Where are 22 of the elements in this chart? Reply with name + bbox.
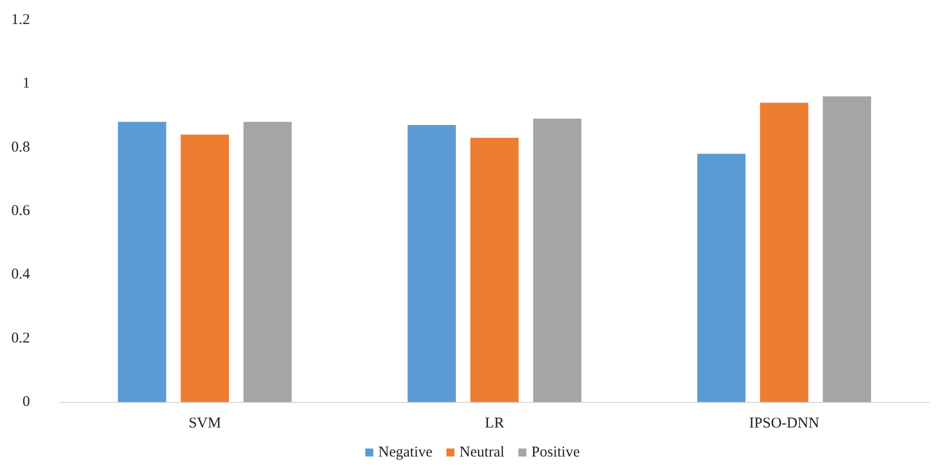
bar — [118, 122, 166, 402]
y-tick-label: 1 — [22, 76, 30, 92]
legend-label: Neutral — [459, 444, 504, 460]
legend-label: Negative — [378, 444, 433, 460]
bar — [470, 138, 519, 402]
y-tick-label: 0.4 — [11, 266, 30, 283]
y-tick-label: 0.8 — [11, 139, 30, 156]
y-tick-label: 0.6 — [11, 203, 30, 219]
y-tick-label: 0.2 — [11, 330, 30, 346]
bar — [243, 122, 292, 402]
bar — [697, 154, 746, 402]
x-tick-label: SVM — [188, 416, 222, 432]
bar — [760, 102, 808, 402]
bar — [533, 118, 582, 402]
y-tick-label: 0 — [22, 394, 30, 410]
x-tick-label: IPSO-DNN — [749, 416, 820, 432]
bar — [180, 134, 229, 402]
legend-label: Positive — [531, 444, 580, 460]
bar — [408, 125, 456, 402]
x-tick-label: LR — [484, 416, 504, 432]
y-tick-label: 1.2 — [11, 12, 30, 28]
bar — [822, 96, 872, 402]
